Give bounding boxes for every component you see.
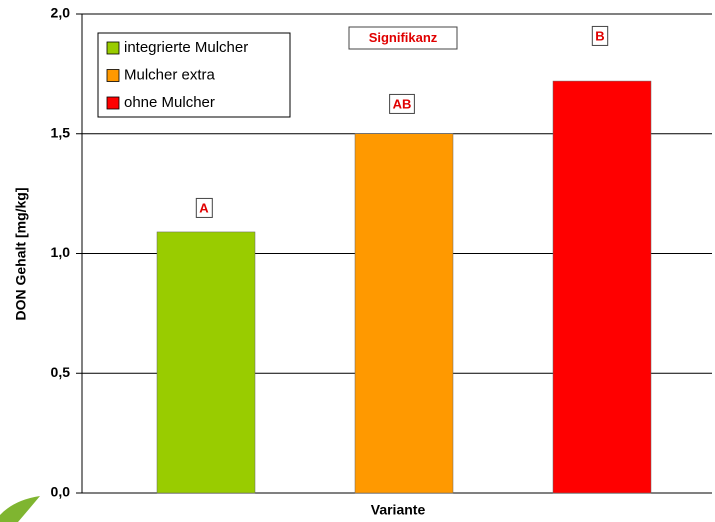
- y-tick-label: 0,0: [51, 484, 71, 500]
- y-tick-label: 0,5: [51, 364, 71, 380]
- legend-swatch: [106, 69, 120, 82]
- legend-box: [97, 32, 291, 118]
- annotation: Signifikanz: [369, 30, 438, 45]
- significance-box: [591, 25, 609, 46]
- bar: [552, 80, 652, 494]
- significance-label: A: [199, 200, 209, 215]
- legend-swatch: [106, 96, 120, 110]
- significance-label: B: [595, 28, 604, 43]
- y-tick-label: 1,5: [51, 124, 71, 140]
- significance-box: [195, 197, 213, 218]
- significance-label: AB: [393, 96, 412, 111]
- legend-swatch: [106, 41, 120, 55]
- legend-label: ohne Mulcher: [124, 94, 215, 111]
- significance-box: [389, 93, 415, 114]
- y-tick-label: 1,0: [51, 244, 71, 260]
- legend-label: integrierte Mulcher: [124, 39, 248, 56]
- x-axis-label: Variante: [371, 502, 426, 518]
- y-axis-label: DON Gehalt [mg/kg]: [13, 187, 29, 320]
- bar: [354, 133, 454, 494]
- y-tick-label: 2,0: [51, 5, 71, 21]
- legend-label: Mulcher extra: [124, 66, 216, 83]
- annotation-box: [348, 26, 458, 50]
- leaf-decoration: [0, 496, 40, 522]
- bar: [156, 231, 256, 494]
